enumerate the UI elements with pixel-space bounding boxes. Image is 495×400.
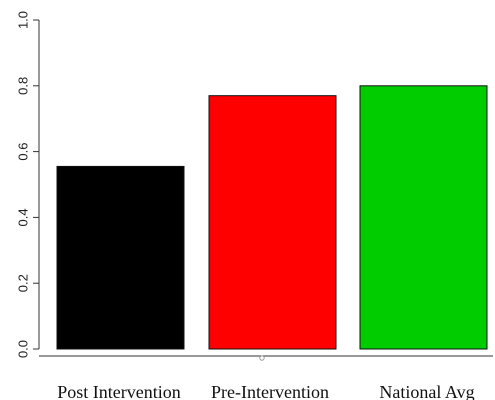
y-tick-label: 1.0 bbox=[15, 11, 30, 29]
axis-marker-dot bbox=[259, 355, 265, 361]
bar-pre-intervention bbox=[208, 95, 337, 350]
category-label: Pre-Intervention bbox=[211, 382, 329, 400]
y-tick-label: 0.0 bbox=[15, 340, 30, 358]
y-tick-label: 0.2 bbox=[15, 274, 30, 292]
x-axis bbox=[39, 355, 493, 361]
y-tick-label: 0.8 bbox=[15, 77, 30, 95]
bar-post-intervention bbox=[56, 165, 185, 350]
y-tick-label: 0.4 bbox=[15, 208, 30, 226]
category-label: Post Intervention bbox=[57, 382, 181, 400]
bars bbox=[56, 85, 488, 350]
bar-national-avg bbox=[359, 85, 488, 350]
category-labels: Post Intervention Pre-Intervention Nationa… bbox=[57, 382, 474, 400]
y-tick-label: 0.6 bbox=[15, 143, 30, 161]
y-axis: 0.0 0.2 0.4 0.6 0.8 1.0 bbox=[15, 11, 40, 358]
category-label: National Avg bbox=[379, 382, 474, 400]
